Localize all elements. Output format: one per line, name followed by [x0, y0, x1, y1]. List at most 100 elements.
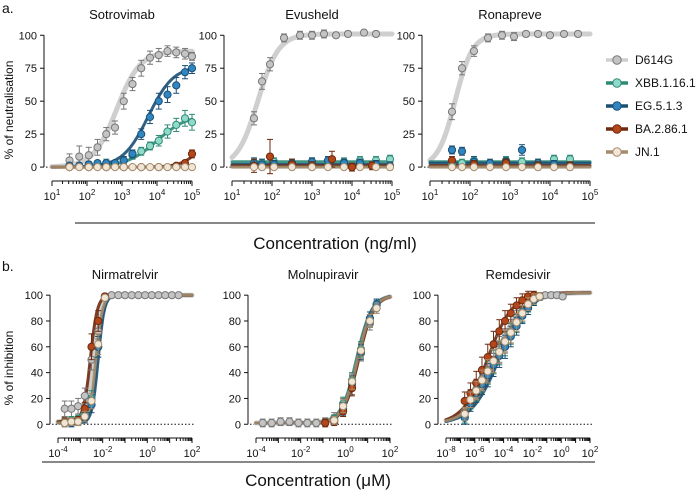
point-d614g: [469, 46, 479, 56]
point-d614g: [559, 29, 569, 39]
point-jn-1: [187, 162, 197, 172]
point-d614g: [84, 151, 93, 160]
legend-label: BA.2.86.1: [635, 122, 688, 136]
legend-item-ba-2-86-1: BA.2.86.1: [606, 122, 688, 136]
point-d614g: [187, 52, 197, 61]
point-ba-2-86-1: [187, 149, 197, 159]
legend-item-jn-1: JN.1: [606, 145, 660, 159]
y-tick-label: 80: [419, 316, 431, 328]
panel-label-a: a.: [2, 0, 14, 16]
panel-title-sotrovimab: Sotrovimab: [89, 7, 155, 22]
point-d614g: [180, 49, 190, 58]
point-eg-5-1-3: [145, 112, 155, 122]
point-jn-1: [65, 162, 74, 172]
y-tick-label: 0: [409, 162, 415, 174]
point-jn-1: [163, 162, 172, 172]
fit-curve-eg-5-1-3: [50, 67, 194, 169]
x-tick-label: 103: [114, 188, 131, 203]
point-ba-2-86-1: [87, 342, 96, 351]
y-tick-label: 100: [19, 30, 37, 42]
point-d614g: [279, 33, 289, 43]
point-jn-1: [257, 162, 267, 172]
point-d614g: [303, 418, 312, 428]
point-d614g: [80, 391, 89, 400]
y-tick-label: 20: [31, 393, 43, 405]
panel-molnupiravir: Molnupiravir 0 20 40 60 80 100 10-4 10-2 100 102: [223, 267, 399, 460]
point-xbb-1-16-1: [187, 118, 197, 127]
legend-label: EG.5.1.3: [635, 99, 683, 113]
legend-label: XBB.1.16.1: [635, 76, 696, 90]
x-tick-label: 10-2: [523, 445, 543, 460]
legend: D614G XBB.1.16.1 EG.5.1.3 BA.2.86.1 JN.1: [606, 53, 696, 159]
point-jn-1: [67, 417, 76, 426]
panel-title-evusheld: Evusheld: [285, 7, 338, 22]
point-d614g: [457, 64, 467, 73]
point-d614g: [119, 97, 128, 106]
x-tick-label: 102: [264, 188, 281, 203]
point-d614g: [74, 402, 83, 411]
panel-ronapreve: Ronapreve 0 25 50 75 100 101 102 103 104 105: [397, 7, 599, 203]
legend-swatch-marker: [612, 124, 622, 134]
x-tick-label: 102: [382, 445, 399, 460]
point-d614g: [154, 50, 163, 60]
point-jn-1: [518, 309, 527, 318]
point-d614g: [147, 291, 156, 300]
point-d614g: [447, 107, 457, 116]
y-tick-label: 100: [397, 30, 415, 42]
x-axis-label-row-b: Concentration (μM): [245, 471, 391, 490]
panel-evusheld: Evusheld 0 25 50 75 100 101 102 103 104 105: [199, 7, 401, 203]
point-ba-2-86-1: [321, 418, 330, 428]
point-eg-5-1-3: [517, 145, 527, 155]
point-d614g: [558, 292, 567, 301]
point-jn-1: [172, 162, 181, 172]
y-tick-label: 100: [413, 290, 431, 302]
point-eg-5-1-3: [180, 68, 190, 77]
point-jn-1: [466, 395, 475, 404]
x-tick-label: 10-2: [291, 445, 311, 460]
legend-swatch-marker: [612, 55, 622, 65]
x-tick-label: 10-4: [48, 445, 68, 460]
point-d614g: [319, 29, 329, 39]
point-eg-5-1-3: [128, 149, 137, 159]
point-d614g: [295, 31, 305, 40]
legend-swatch-marker: [612, 147, 622, 157]
x-tick-label: 101: [44, 188, 61, 203]
legend-item-xbb-1-16-1: XBB.1.16.1: [606, 76, 696, 90]
panel-title-ronapreve: Ronapreve: [478, 7, 542, 22]
point-ba-2-86-1: [500, 316, 510, 326]
point-ba-2-86-1: [327, 155, 337, 164]
point-jn-1: [355, 162, 365, 172]
point-d614g: [483, 33, 493, 43]
x-tick-label: 104: [149, 188, 166, 203]
y-tick-label: 40: [419, 368, 431, 380]
point-d614g: [67, 404, 76, 413]
x-tick-label: 101: [224, 188, 241, 203]
point-d614g: [257, 77, 267, 86]
point-d614g: [145, 53, 155, 62]
fit-curve-d614g: [427, 31, 593, 163]
point-jn-1: [102, 162, 111, 172]
point-d614g: [114, 291, 123, 300]
point-jn-1: [495, 347, 504, 357]
point-jn-1: [84, 162, 93, 172]
point-d614g: [163, 46, 172, 56]
point-eg-5-1-3: [447, 145, 457, 155]
point-eg-5-1-3: [187, 64, 197, 73]
y-axis-label-row-b: % of inhibition: [2, 331, 16, 406]
point-ba-2-86-1: [512, 301, 521, 310]
x-tick-label: 105: [184, 188, 201, 203]
point-d614g: [110, 123, 120, 132]
point-eg-5-1-3: [163, 90, 172, 99]
point-d614g: [249, 114, 259, 123]
point-eg-5-1-3: [457, 147, 467, 156]
point-d614g: [533, 29, 543, 39]
point-jn-1: [307, 162, 317, 172]
x-tick-label: 100: [139, 445, 156, 460]
y-tick-label: 60: [31, 342, 43, 354]
panel-title-molnupiravir: Molnupiravir: [288, 267, 359, 282]
y-tick-label: 0: [211, 162, 217, 174]
point-xbb-1-16-1: [137, 147, 146, 156]
point-jn-1: [483, 367, 492, 376]
